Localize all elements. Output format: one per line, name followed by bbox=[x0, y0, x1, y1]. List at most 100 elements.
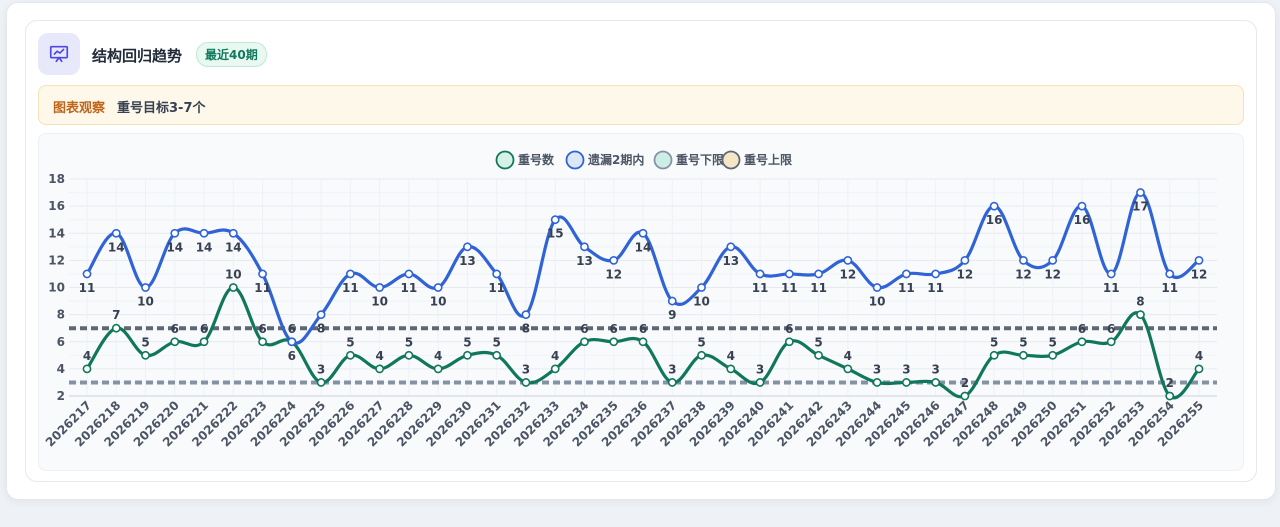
missing-point bbox=[170, 228, 180, 238]
repeat-point bbox=[931, 378, 941, 387]
repeat-data-label: 6 bbox=[171, 322, 179, 336]
presentation-chart-icon bbox=[38, 33, 80, 75]
repeat-point bbox=[375, 364, 385, 374]
y-tick-label: 10 bbox=[48, 281, 65, 295]
x-axis: 2026217202621820262192026220202622120262… bbox=[43, 398, 1206, 449]
repeat-data-label: 5 bbox=[405, 335, 413, 349]
missing-data-label: 9 bbox=[668, 308, 676, 322]
y-tick-label: 12 bbox=[48, 253, 65, 267]
repeat-point bbox=[1019, 350, 1028, 360]
repeat-data-label: 4 bbox=[551, 349, 559, 363]
repeat-point bbox=[901, 378, 911, 387]
missing-point bbox=[404, 269, 414, 279]
repeat-data-label: 5 bbox=[814, 335, 822, 349]
repeat-data-label: 4 bbox=[727, 349, 735, 363]
repeat-data-label: 5 bbox=[1019, 335, 1027, 349]
missing-data-label: 11 bbox=[488, 281, 505, 295]
missing-point bbox=[375, 283, 385, 292]
observation-banner: 图表观察 重号目标3-7个 bbox=[38, 85, 1244, 125]
missing-point bbox=[667, 296, 677, 306]
repeat-data-label: 5 bbox=[697, 335, 705, 349]
repeat-point bbox=[404, 350, 414, 360]
missing-point bbox=[609, 255, 619, 265]
missing-point bbox=[287, 337, 297, 347]
missing-data-label: 10 bbox=[869, 295, 886, 309]
chart-legend: 重号数 遗漏2期内 重号下限 重号上限 bbox=[495, 150, 792, 170]
chart-grid bbox=[69, 178, 1217, 397]
repeat-data-label: 6 bbox=[580, 322, 588, 336]
missing-data-label: 11 bbox=[781, 281, 798, 295]
repeat-point bbox=[1048, 350, 1058, 360]
repeat-data-label: 4 bbox=[83, 349, 91, 363]
repeat-point bbox=[111, 323, 121, 333]
y-tick-label: 6 bbox=[57, 335, 65, 349]
missing-data-label: 16 bbox=[1074, 213, 1091, 227]
missing-data-label: 12 bbox=[839, 267, 856, 281]
missing-data-label: 12 bbox=[1191, 267, 1208, 281]
missing-point bbox=[1165, 269, 1175, 279]
repeat-point bbox=[697, 350, 706, 360]
y-tick-label: 8 bbox=[57, 308, 65, 322]
missing-point bbox=[1106, 269, 1116, 279]
repeat-data-label: 4 bbox=[1195, 349, 1203, 363]
reference-lines bbox=[69, 326, 1217, 385]
missing-data-label: 11 bbox=[254, 281, 271, 295]
missing-data-label: 11 bbox=[1161, 281, 1178, 295]
y-tick-label: 4 bbox=[57, 362, 65, 376]
repeat-data-label: 3 bbox=[317, 362, 325, 376]
legend-marker bbox=[653, 150, 673, 170]
data-labels: 4 7 5 6 6 10 6 6 3 5 4 5 4 5 5 3 4 6 6 6 3 5 4 3 6 5 4 3 3 3 2 5 5 5 6 6 8 2 4… bbox=[79, 200, 1208, 390]
repeat-point bbox=[1136, 310, 1145, 320]
repeat-data-label: 5 bbox=[463, 335, 471, 349]
period-badge: 最近40期 bbox=[196, 42, 267, 67]
missing-point bbox=[960, 255, 970, 265]
repeat-point bbox=[316, 378, 326, 387]
y-tick-label: 18 bbox=[48, 172, 65, 186]
repeat-data-label: 4 bbox=[375, 349, 383, 363]
missing-point bbox=[989, 201, 999, 211]
legend-marker bbox=[565, 150, 585, 170]
missing-data-label: 17 bbox=[1132, 200, 1149, 214]
repeat-data-label: 6 bbox=[785, 322, 793, 336]
repeat-data-label: 3 bbox=[931, 362, 939, 376]
missing-point bbox=[1048, 255, 1058, 265]
missing-point bbox=[931, 269, 941, 279]
repeat-point bbox=[199, 337, 209, 347]
repeat-point bbox=[989, 350, 999, 360]
missing-point bbox=[872, 283, 882, 292]
repeat-point bbox=[82, 364, 92, 374]
missing-point bbox=[433, 283, 443, 292]
missing-point bbox=[1077, 201, 1087, 211]
missing-data-label: 11 bbox=[79, 281, 96, 295]
missing-point bbox=[1194, 255, 1204, 265]
repeat-data-label: 3 bbox=[756, 362, 764, 376]
observation-text: 重号目标3-7个 bbox=[117, 101, 206, 116]
legend-marker bbox=[495, 150, 515, 170]
missing-point bbox=[258, 269, 267, 279]
missing-point bbox=[843, 255, 853, 265]
repeat-data-label: 5 bbox=[990, 335, 998, 349]
missing-point bbox=[814, 269, 823, 279]
repeat-data-label: 2 bbox=[1166, 376, 1174, 390]
repeat-data-label: 6 bbox=[639, 322, 647, 336]
trend-card: 结构回归趋势 最近40期 图表观察 重号目标3-7个 重号数 遗漏2期内 重号下限重… bbox=[25, 20, 1257, 482]
missing-data-label: 13 bbox=[459, 254, 476, 268]
repeat-data-label: 6 bbox=[288, 322, 296, 336]
repeat-data-label: 3 bbox=[668, 362, 676, 376]
repeat-point bbox=[843, 364, 853, 374]
repeat-point bbox=[492, 350, 502, 360]
missing-data-label: 11 bbox=[898, 281, 915, 295]
repeat-point bbox=[170, 337, 180, 347]
missing-data-label: 11 bbox=[752, 281, 769, 295]
repeat-point bbox=[726, 364, 736, 374]
missing-data-label: 14 bbox=[108, 240, 125, 254]
series-points bbox=[82, 188, 1204, 401]
missing-data-label: 14 bbox=[635, 240, 652, 254]
repeat-data-label: 6 bbox=[1078, 322, 1086, 336]
missing-data-label: 11 bbox=[810, 281, 827, 295]
legend-label: 遗漏2期内 bbox=[587, 152, 644, 167]
repeat-point bbox=[609, 337, 619, 347]
missing-point bbox=[82, 269, 92, 279]
repeat-point bbox=[1077, 337, 1087, 347]
repeat-data-label: 6 bbox=[610, 322, 618, 336]
